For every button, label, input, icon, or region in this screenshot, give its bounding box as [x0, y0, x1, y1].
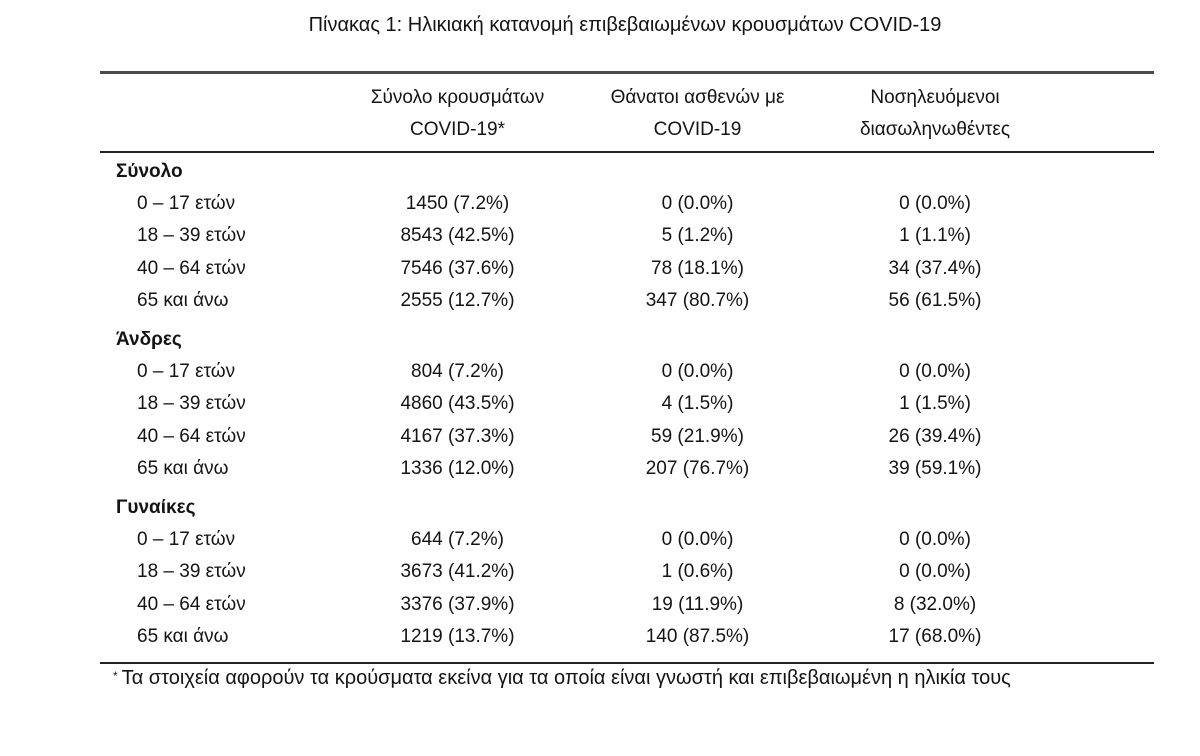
age-cell: 18 – 39 ετών	[137, 393, 246, 415]
age-cell: 40 – 64 ετών	[137, 593, 246, 615]
table-row: 0 – 17 ετών 804 (7.2%) 0 (0.0%) 0 (0.0%)	[0, 356, 1200, 388]
header-rule	[100, 151, 1154, 153]
cases-cell: 1336 (12.0%)	[400, 457, 515, 479]
header-intubated-line2: διασωληνωθέντες	[859, 119, 1011, 140]
cases-cell: 1219 (13.7%)	[400, 625, 515, 647]
cases-cell: 1450 (7.2%)	[405, 193, 510, 215]
age-cell: 18 – 39 ετών	[137, 561, 246, 583]
table-row: 18 – 39 ετών 8543 (42.5%) 5 (1.2%) 1 (1.1%)	[0, 220, 1200, 252]
table-row: 18 – 39 ετών 4860 (43.5%) 4 (1.5%) 1 (1.5%)	[0, 388, 1200, 420]
group-title: Γυναίκες	[116, 497, 196, 518]
header-deaths-line1: Θάνατοι ασθενών με	[610, 87, 785, 108]
intubated-cell: 26 (39.4%)	[888, 425, 982, 447]
table-row: 40 – 64 ετών 4167 (37.3%) 59 (21.9%) 26 (39…	[0, 421, 1200, 453]
cases-cell: 804 (7.2%)	[411, 361, 504, 383]
footnote-text: Τα στοιχεία αφορούν τα κρούσματα εκείνα …	[121, 667, 1011, 689]
cases-cell: 3376 (37.9%)	[400, 593, 515, 615]
footnote-marker: *	[113, 669, 118, 683]
deaths-cell: 0 (0.0%)	[661, 529, 734, 551]
table-row: 65 και άνω 1219 (13.7%) 140 (87.5%) 17 (68.…	[0, 621, 1200, 653]
intubated-cell: 0 (0.0%)	[899, 561, 971, 583]
table-row: 0 – 17 ετών 1450 (7.2%) 0 (0.0%) 0 (0.0%)	[0, 188, 1200, 220]
deaths-cell: 78 (18.1%)	[651, 257, 744, 279]
table-row: 65 και άνω 1336 (12.0%) 207 (76.7%) 39 (59.…	[0, 453, 1200, 485]
deaths-cell: 0 (0.0%)	[661, 361, 734, 383]
group-row: Γυναίκες	[0, 492, 1200, 524]
deaths-cell: 0 (0.0%)	[661, 193, 734, 215]
intubated-cell: 39 (59.1%)	[888, 457, 982, 479]
intubated-cell: 34 (37.4%)	[888, 257, 982, 279]
deaths-cell: 140 (87.5%)	[645, 625, 750, 647]
header-intubated-line1: Νοσηλευόμενοι	[870, 87, 1000, 108]
cases-cell: 3673 (41.2%)	[400, 561, 515, 583]
intubated-cell: 0 (0.0%)	[899, 529, 971, 551]
age-cell: 18 – 39 ετών	[137, 225, 246, 247]
age-cell: 65 και άνω	[137, 457, 229, 479]
header-total-cases: Σύνολο κρουσμάτων COVID-19*	[335, 82, 580, 148]
table-row: 65 και άνω 2555 (12.7%) 347 (80.7%) 56 (61.…	[0, 285, 1200, 317]
age-cell: 0 – 17 ετών	[137, 193, 236, 215]
deaths-cell: 19 (11.9%)	[651, 593, 744, 615]
intubated-cell: 8 (32.0%)	[893, 593, 977, 615]
age-cell: 65 και άνω	[137, 289, 229, 311]
group-row: Άνδρες	[0, 324, 1200, 356]
cases-cell: 644 (7.2%)	[411, 529, 504, 551]
age-cell: 0 – 17 ετών	[137, 361, 236, 383]
header-deaths-line2: COVID-19	[653, 119, 742, 140]
deaths-cell: 347 (80.7%)	[645, 289, 750, 311]
cases-cell: 7546 (37.6%)	[400, 257, 515, 279]
table-row: 40 – 64 ετών 7546 (37.6%) 78 (18.1%) 34 (37…	[0, 253, 1200, 285]
deaths-cell: 207 (76.7%)	[645, 457, 750, 479]
header-deaths: Θάνατοι ασθενών με COVID-19	[580, 82, 815, 148]
cases-cell: 2555 (12.7%)	[400, 289, 515, 311]
footnote: * Τα στοιχεία αφορούν τα κρούσματα εκείνα…	[113, 664, 1011, 694]
cases-cell: 4860 (43.5%)	[400, 393, 515, 415]
age-cell: 0 – 17 ετών	[137, 529, 236, 551]
cases-cell: 4167 (37.3%)	[400, 425, 515, 447]
table-row: 0 – 17 ετών 644 (7.2%) 0 (0.0%) 0 (0.0%)	[0, 524, 1200, 556]
table-bottom-rule	[100, 662, 1154, 664]
intubated-cell: 56 (61.5%)	[888, 289, 982, 311]
deaths-cell: 5 (1.2%)	[661, 225, 734, 247]
intubated-cell: 0 (0.0%)	[899, 193, 971, 215]
group-title: Σύνολο	[116, 161, 183, 182]
group-row: Σύνολο	[0, 156, 1200, 188]
header-total-cases-line2: COVID-19*	[409, 119, 506, 140]
group-title: Άνδρες	[116, 329, 182, 350]
header-intubated: Νοσηλευόμενοι διασωληνωθέντες	[815, 82, 1055, 148]
cases-cell: 8543 (42.5%)	[400, 225, 515, 247]
intubated-cell: 17 (68.0%)	[888, 625, 982, 647]
table-top-rule	[100, 71, 1154, 74]
table-row: 18 – 39 ετών 3673 (41.2%) 1 (0.6%) 0 (0.0%)	[0, 556, 1200, 588]
intubated-cell: 1 (1.5%)	[899, 393, 971, 415]
age-cell: 40 – 64 ετών	[137, 425, 246, 447]
intubated-cell: 0 (0.0%)	[899, 361, 971, 383]
deaths-cell: 1 (0.6%)	[661, 561, 734, 583]
intubated-cell: 1 (1.1%)	[899, 225, 971, 247]
age-cell: 65 και άνω	[137, 625, 229, 647]
deaths-cell: 59 (21.9%)	[651, 425, 744, 447]
deaths-cell: 4 (1.5%)	[661, 393, 734, 415]
age-cell: 40 – 64 ετών	[137, 257, 246, 279]
header-total-cases-line1: Σύνολο κρουσμάτων	[370, 87, 545, 108]
table-row: 40 – 64 ετών 3376 (37.9%) 19 (11.9%) 8 (32.…	[0, 589, 1200, 621]
table-caption: Πίνακας 1: Ηλικιακή κατανομή επιβεβαιωμέ…	[308, 14, 942, 36]
